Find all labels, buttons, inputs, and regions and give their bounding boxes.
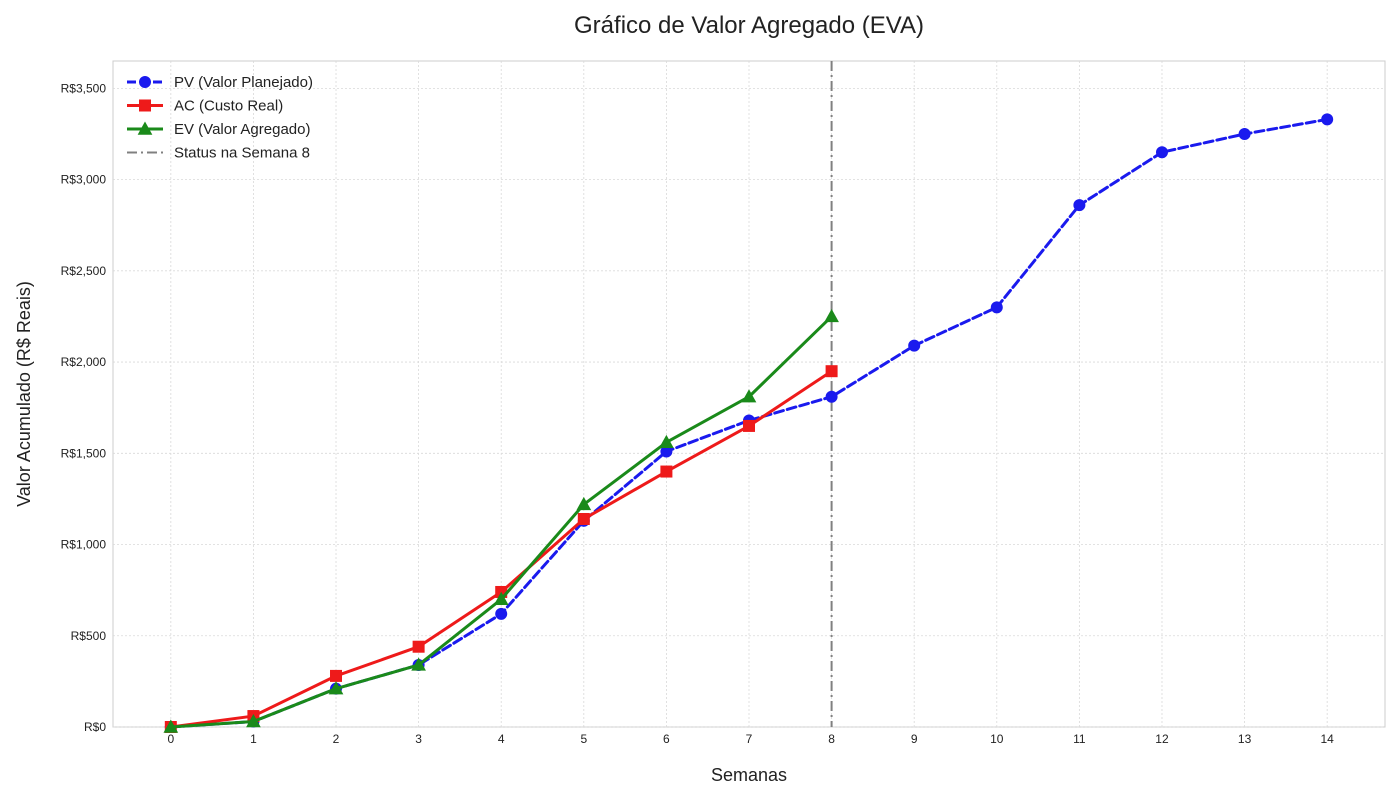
- data-point-ev: [328, 681, 344, 695]
- y-tick-label: R$2,000: [61, 355, 107, 369]
- data-point-ac: [660, 465, 673, 478]
- x-tick-label: 5: [580, 732, 587, 746]
- y-tick-label: R$2,500: [61, 264, 107, 278]
- legend: PV (Valor Planejado) AC (Custo Real) EV (V…: [127, 74, 313, 162]
- y-tick-label: R$3,500: [61, 81, 107, 95]
- data-point-ac: [577, 512, 590, 525]
- legend-swatch-marker: [139, 76, 151, 88]
- x-tick-label: 12: [1155, 732, 1169, 746]
- data-point-pv: [1321, 113, 1334, 126]
- series-ev: [163, 308, 839, 733]
- x-tick-label: 13: [1238, 732, 1252, 746]
- data-point-ac: [743, 419, 755, 432]
- x-axis-label: Semanas: [711, 765, 787, 785]
- x-tick-label: 1: [250, 732, 257, 746]
- x-tick-label: 6: [663, 732, 670, 746]
- legend-item: Status na Semana 8: [127, 145, 310, 162]
- x-tick-label: 4: [498, 732, 505, 746]
- data-point-ac: [330, 669, 343, 682]
- data-point-ev: [576, 496, 592, 511]
- data-point-ev: [741, 389, 757, 403]
- x-tick-label: 3: [415, 732, 422, 746]
- data-point-ev: [163, 719, 179, 733]
- legend-label: EV (Valor Agregado): [174, 121, 310, 138]
- data-point-pv: [908, 339, 921, 352]
- data-point-pv: [825, 390, 838, 403]
- data-point-ac: [825, 365, 838, 378]
- x-tick-label: 9: [911, 732, 918, 746]
- legend-swatch-marker: [137, 121, 153, 135]
- data-point-ev: [411, 657, 426, 671]
- x-tick-label: 14: [1321, 732, 1335, 746]
- x-tick-label: 2: [333, 732, 340, 746]
- data-point-pv: [1155, 146, 1168, 159]
- x-tick-label: 7: [746, 732, 753, 746]
- data-point-ev: [493, 591, 509, 605]
- data-point-ev: [659, 434, 674, 449]
- y-tick-label: R$1,000: [61, 538, 107, 552]
- legend-label: PV (Valor Planejado): [174, 74, 313, 91]
- data-point-pv: [1238, 127, 1251, 140]
- data-point-pv: [495, 607, 508, 620]
- y-tick-label: R$0: [84, 720, 106, 734]
- x-tick-label: 10: [990, 732, 1004, 746]
- data-point-ev: [246, 713, 261, 728]
- data-point-ev: [824, 308, 839, 323]
- data-point-pv: [1073, 199, 1086, 212]
- x-tick-label: 11: [1073, 732, 1086, 746]
- y-axis-label: Valor Acumulado (R$ Reais): [14, 281, 34, 507]
- y-tick-label: R$500: [71, 629, 107, 643]
- legend-item: PV (Valor Planejado): [127, 74, 313, 91]
- legend-item: AC (Custo Real): [127, 98, 283, 115]
- plot-area: 0 1 2 3 4 5 6 7 8 9 10 11 12 13 14R$0R$500R$1,000R$1,5…: [61, 60, 1386, 746]
- legend-label: AC (Custo Real): [174, 98, 283, 115]
- legend-label: Status na Semana 8: [174, 145, 310, 162]
- legend-item: EV (Valor Agregado): [127, 121, 310, 138]
- chart-title: Gráfico de Valor Agregado (EVA): [574, 12, 924, 39]
- x-tick-label: 8: [828, 732, 835, 746]
- x-tick-label: 0: [167, 732, 174, 746]
- legend-swatch-marker: [139, 99, 151, 112]
- y-tick-label: R$3,000: [61, 173, 107, 187]
- y-tick-label: R$1,500: [61, 446, 107, 460]
- data-point-ac: [412, 640, 425, 653]
- data-point-pv: [990, 301, 1003, 314]
